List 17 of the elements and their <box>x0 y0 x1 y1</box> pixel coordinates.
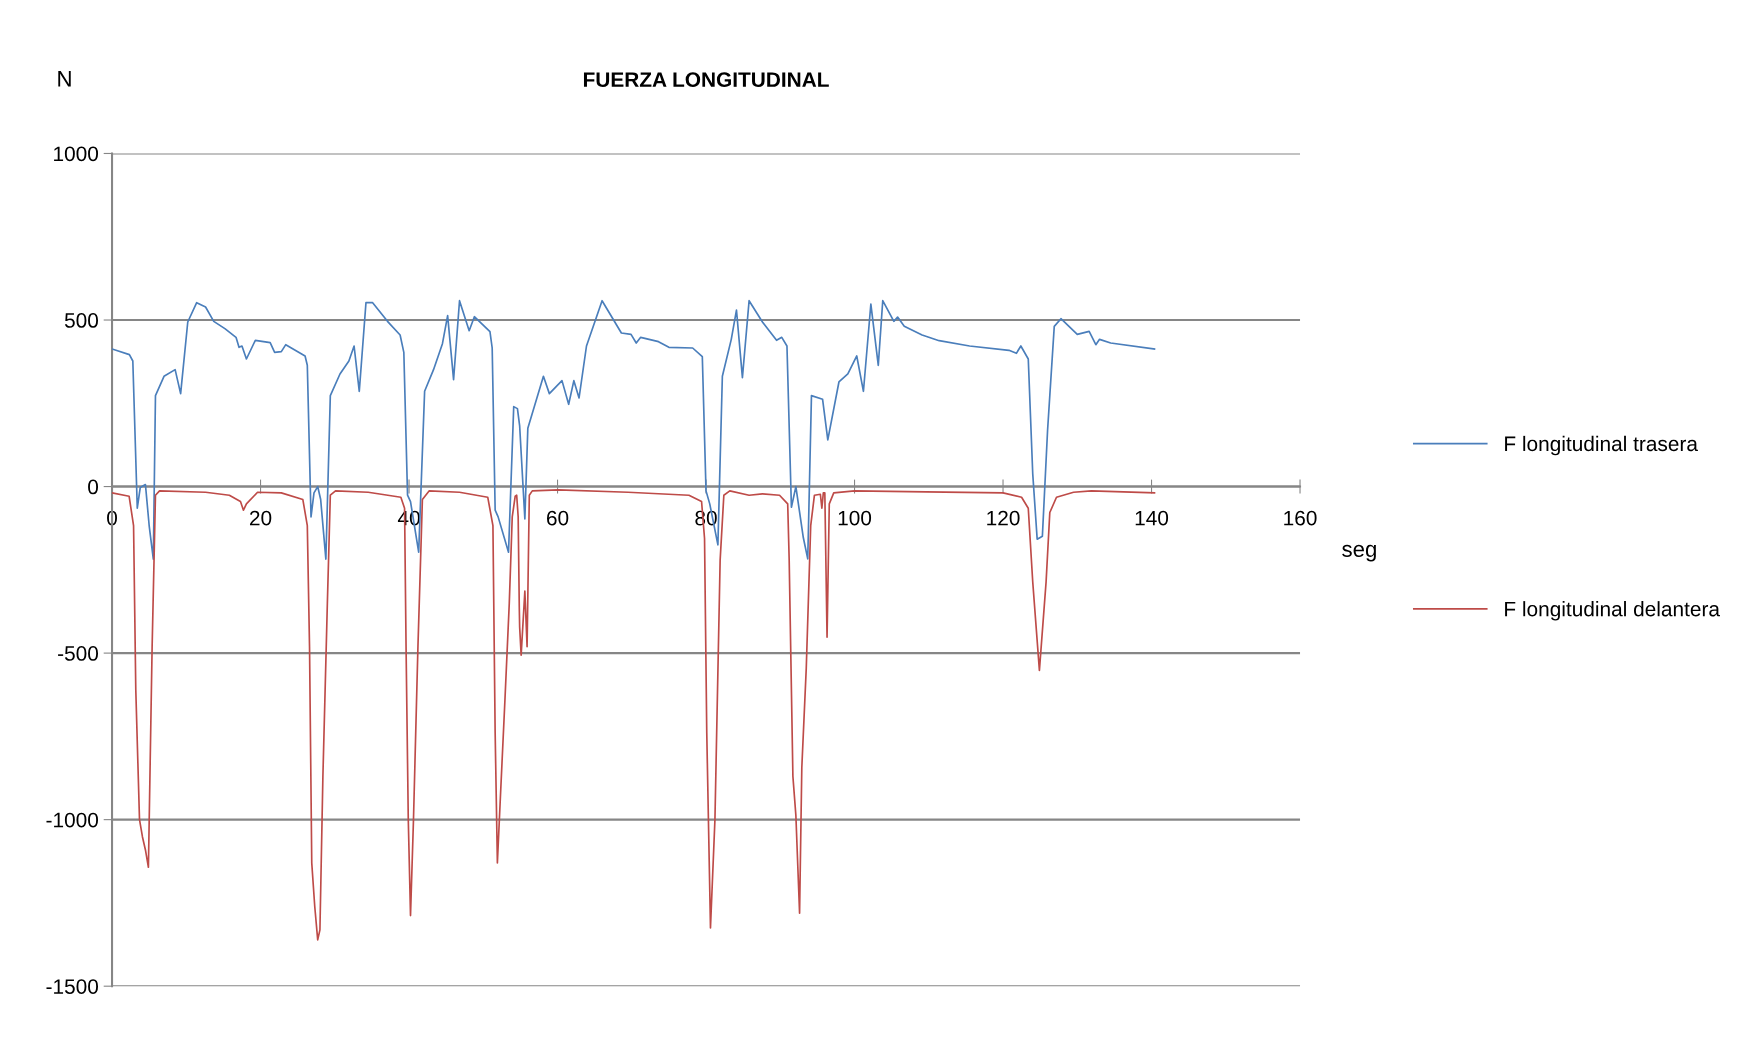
legend-label: F longitudinal delantera <box>1505 601 1720 621</box>
x-tick-label: 140 <box>1135 510 1169 526</box>
y-tick-label: -500 <box>58 646 99 661</box>
y-tick-label: 0 <box>88 479 99 495</box>
y-tick-label: -1500 <box>46 979 99 994</box>
y-tick-label: 500 <box>64 313 99 328</box>
y-axis-title: N <box>58 71 71 87</box>
x-tick-label: 100 <box>838 510 872 526</box>
y-tick-label: -1000 <box>46 812 99 828</box>
x-tick-label: 20 <box>249 510 272 526</box>
x-axis-title: seg <box>1342 544 1376 562</box>
x-tick-label: 160 <box>1284 510 1317 526</box>
legend-label: F longitudinal trasera <box>1505 435 1698 456</box>
y-tick-label: 1000 <box>54 146 99 162</box>
chart-title: FUERZA LONGITUDINAL <box>583 72 829 88</box>
x-tick-label: 60 <box>547 510 569 526</box>
x-tick-label: 120 <box>987 510 1020 526</box>
